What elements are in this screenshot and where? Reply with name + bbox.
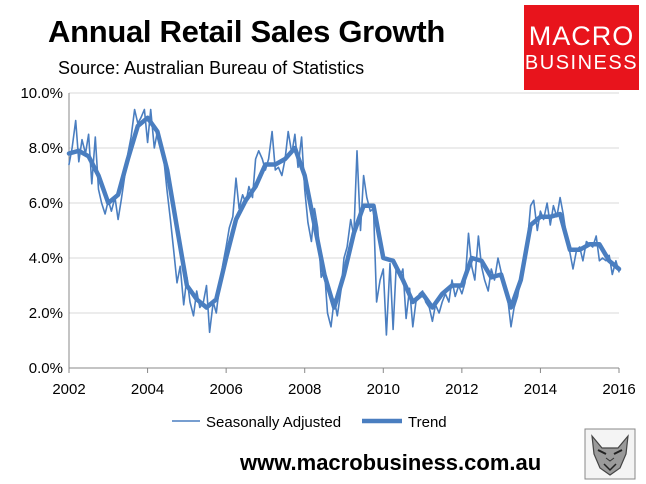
x-tick-label: 2012: [445, 381, 478, 398]
x-tick-label: 2002: [52, 381, 85, 398]
x-tick-label: 2016: [602, 381, 635, 398]
y-tick-label: 8.0%: [29, 140, 63, 157]
chart-title: Annual Retail Sales Growth: [48, 14, 446, 49]
x-tick-label: 2006: [209, 381, 242, 398]
y-tick-label: 0.0%: [29, 360, 63, 377]
y-tick-label: 2.0%: [29, 305, 63, 322]
legend-label: Seasonally Adjusted: [206, 414, 341, 431]
x-tick-label: 2014: [524, 381, 557, 398]
y-tick-label: 4.0%: [29, 250, 63, 267]
footer-url: www.macrobusiness.com.au: [240, 450, 542, 475]
macrobusiness-logo: MACRO BUSINESS: [524, 5, 639, 90]
logo-line-1: MACRO: [528, 20, 635, 51]
chart-subtitle: Source: Australian Bureau of Statistics: [58, 58, 365, 78]
x-tick-label: 2008: [288, 381, 321, 398]
x-tick-label: 2010: [367, 381, 400, 398]
logo-line-2: BUSINESS: [524, 51, 639, 74]
y-tick-label: 6.0%: [29, 195, 63, 212]
wolf-icon: [584, 428, 636, 480]
legend-label: Trend: [408, 414, 447, 431]
trend-series-line: [66, 115, 622, 310]
y-tick-label: 10.0%: [20, 85, 63, 102]
x-tick-label: 2004: [131, 381, 164, 398]
